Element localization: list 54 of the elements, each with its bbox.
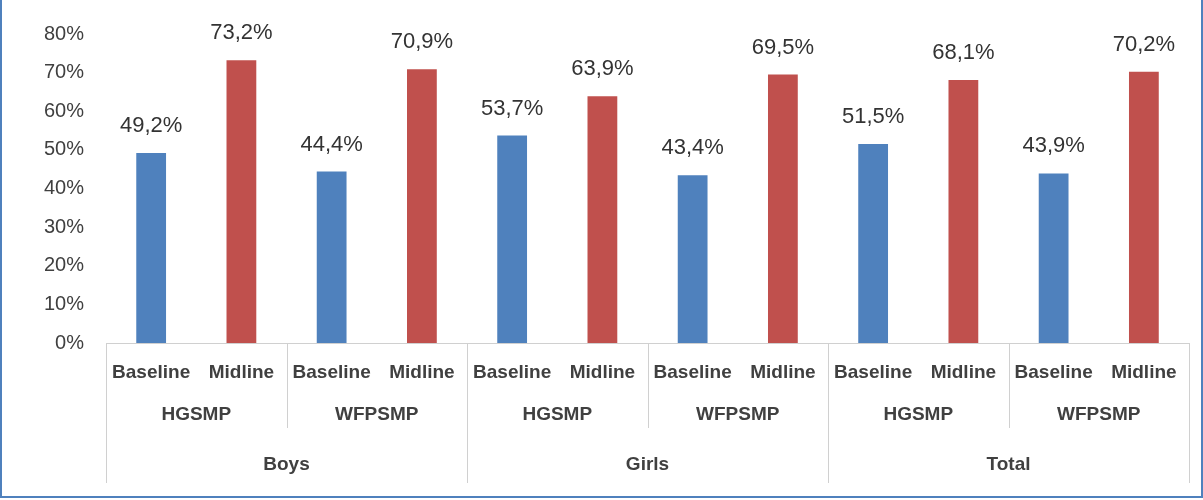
y-tick-label: 20% — [44, 253, 85, 276]
data-label: 43,4% — [661, 134, 724, 160]
data-label: 73,2% — [210, 19, 273, 45]
text: HGSMP — [522, 403, 593, 425]
bar — [1038, 173, 1069, 343]
y-tick-label: 0% — [55, 330, 85, 353]
x-tick-label: Midline — [930, 360, 997, 382]
bar — [587, 96, 618, 343]
x-tick-label: Baseline — [653, 360, 732, 382]
text: WFPSMP — [1057, 403, 1141, 425]
bar — [948, 79, 979, 343]
bar — [677, 175, 708, 343]
y-tick-label: 30% — [44, 214, 85, 237]
y-tick-label: 70% — [44, 60, 85, 83]
data-label: 70,2% — [1112, 30, 1176, 56]
text: HGSMP — [883, 403, 954, 425]
x-tick-label: Baseline — [1014, 360, 1093, 382]
data-label: 53,7% — [480, 94, 544, 120]
data-label: 51,5% — [841, 103, 905, 129]
bar — [858, 144, 889, 343]
y-tick-label: 40% — [44, 176, 85, 199]
data-label: 63,9% — [571, 55, 634, 81]
y-tick-label: 80% — [44, 21, 85, 44]
data-label: 43,9% — [1022, 132, 1085, 158]
x-tick-label: Baseline — [112, 360, 191, 382]
text: Boys — [263, 453, 310, 475]
y-tick-label: 10% — [44, 291, 85, 314]
text: HGSMP — [161, 403, 232, 425]
data-label: 44,4% — [300, 130, 363, 156]
bar — [136, 152, 167, 343]
x-tick-label: Midline — [569, 360, 636, 382]
x-tick-label: Midline — [1111, 360, 1177, 382]
text: Girls — [625, 453, 670, 475]
bar — [497, 135, 528, 343]
data-label: 69,5% — [751, 33, 815, 59]
bar — [316, 171, 347, 343]
x-tick-label: Baseline — [292, 360, 371, 382]
x-tick-label: Midline — [208, 360, 275, 382]
x-tick-label: Baseline — [834, 360, 913, 382]
y-tick-label: 60% — [44, 98, 85, 121]
text: Total — [986, 453, 1031, 475]
text: WFPSMP — [696, 403, 780, 425]
text: WFPSMP — [335, 403, 419, 425]
bar — [407, 69, 437, 343]
data-label: 70,9% — [390, 28, 454, 54]
x-tick-label: Midline — [389, 360, 455, 382]
y-tick-label: 50% — [44, 137, 85, 160]
data-label: 68,1% — [932, 39, 995, 65]
bar — [226, 60, 257, 343]
bar — [1128, 71, 1159, 343]
bar — [768, 74, 798, 343]
x-tick-label: Baseline — [473, 360, 552, 382]
data-label: 49,2% — [119, 112, 183, 138]
x-tick-label: Midline — [750, 360, 816, 382]
